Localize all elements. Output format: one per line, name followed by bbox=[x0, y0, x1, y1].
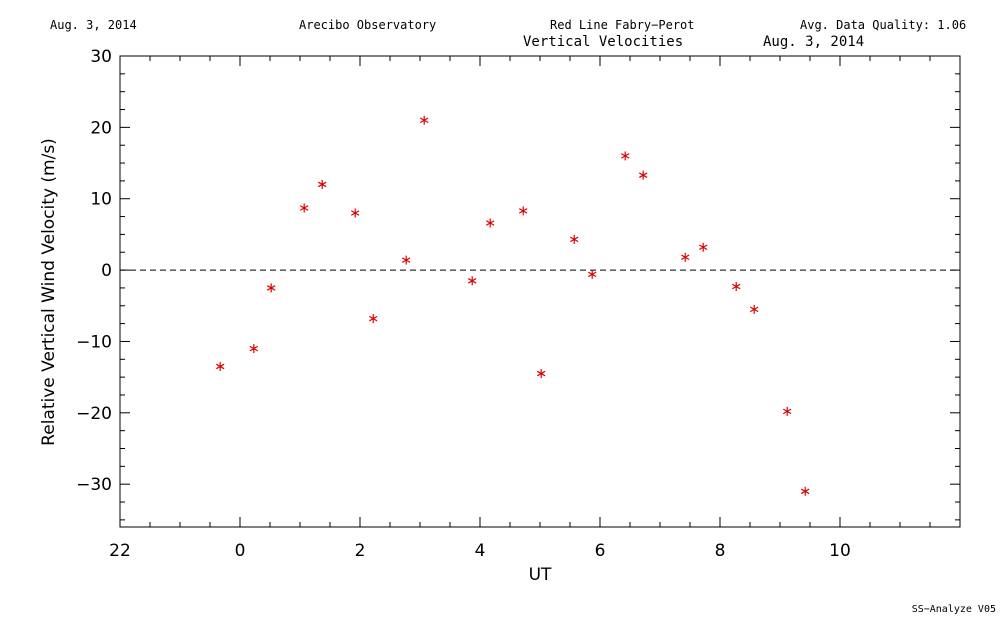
x-axis-label: UT bbox=[529, 565, 552, 585]
x-tick-label: 0 bbox=[235, 541, 246, 561]
plot-frame bbox=[119, 55, 961, 528]
data-point bbox=[587, 269, 597, 279]
x-tick-label: 10 bbox=[829, 541, 851, 561]
data-point bbox=[249, 344, 259, 354]
y-tick-label: −10 bbox=[76, 332, 112, 352]
y-tick-label: 0 bbox=[101, 261, 112, 281]
data-point bbox=[266, 283, 276, 293]
data-point bbox=[680, 252, 690, 262]
x-tick-label: 6 bbox=[595, 541, 606, 561]
x-tick-label: 4 bbox=[475, 541, 486, 561]
y-tick-label: 10 bbox=[90, 190, 112, 210]
y-axis: 30 20 10 0 −10 −20 −30 bbox=[76, 47, 960, 521]
data-point bbox=[299, 203, 309, 213]
data-points bbox=[215, 115, 810, 496]
data-point bbox=[536, 369, 546, 379]
header-instrument: Red Line Fabry−Perot bbox=[550, 18, 695, 32]
software-footer: SS−Analyze V05 bbox=[911, 604, 996, 615]
y-tick-label: 30 bbox=[90, 47, 112, 67]
data-point bbox=[638, 170, 648, 180]
x-tick-label: 2 bbox=[355, 541, 366, 561]
data-point bbox=[749, 304, 759, 314]
x-tick-label: 8 bbox=[715, 541, 726, 561]
y-tick-label: −20 bbox=[76, 404, 112, 424]
y-axis-label: Relative Vertical Wind Velocity (m/s) bbox=[39, 138, 59, 446]
data-point bbox=[401, 255, 411, 265]
y-tick-label: −30 bbox=[76, 475, 112, 495]
data-point bbox=[800, 486, 810, 496]
x-tick-label: 22 bbox=[109, 541, 131, 561]
data-point bbox=[368, 314, 378, 324]
x-axis: 22 0 2 4 6 8 10 bbox=[109, 56, 931, 561]
data-point bbox=[569, 234, 579, 244]
data-point bbox=[350, 208, 360, 218]
data-point bbox=[419, 115, 429, 125]
header-date: Aug. 3, 2014 bbox=[50, 18, 137, 32]
header-quality: Avg. Data Quality: 1.06 bbox=[800, 18, 967, 32]
chart-title: Vertical Velocities bbox=[523, 34, 684, 50]
header-observatory: Arecibo Observatory bbox=[299, 18, 437, 32]
data-point bbox=[518, 206, 528, 216]
data-point bbox=[317, 179, 327, 189]
data-point bbox=[731, 282, 741, 292]
y-tick-label: 20 bbox=[90, 118, 112, 138]
data-point bbox=[620, 151, 630, 161]
data-point bbox=[782, 406, 792, 416]
data-point bbox=[698, 242, 708, 252]
data-point bbox=[215, 361, 225, 371]
data-point bbox=[467, 276, 477, 286]
data-point bbox=[485, 218, 495, 228]
chart-subtitle-date: Aug. 3, 2014 bbox=[763, 34, 865, 50]
